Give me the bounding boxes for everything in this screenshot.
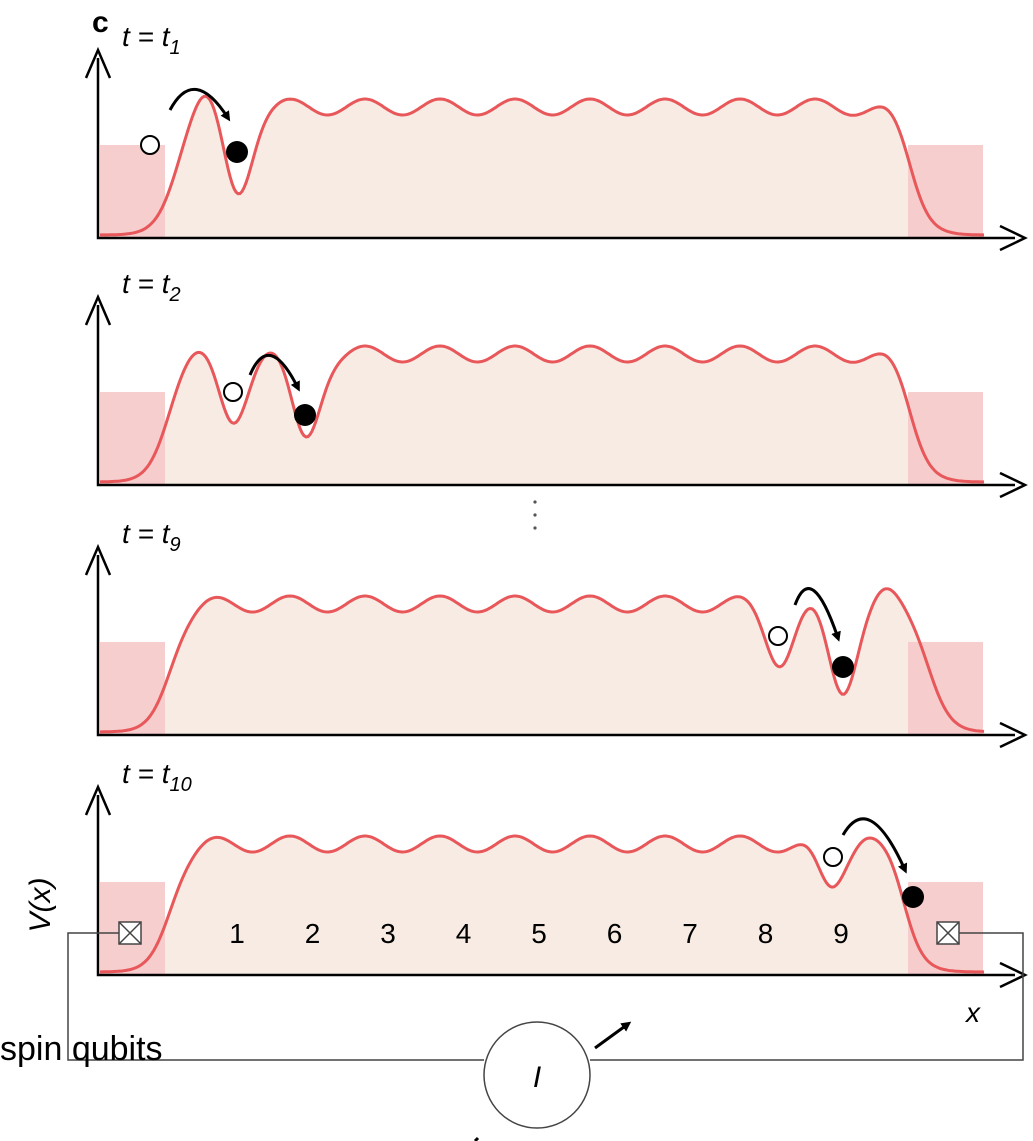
dot-number: 5 <box>531 918 547 949</box>
current-label: I <box>533 1061 541 1094</box>
panel: t = t9 <box>86 518 1025 747</box>
caption-fragment: spin qubits <box>0 1030 163 1068</box>
dot-number: 9 <box>833 918 849 949</box>
dot-number: 7 <box>682 918 698 949</box>
time-subscript: 9 <box>169 534 180 556</box>
time-label: t = t10 <box>122 758 192 796</box>
dot-number: 6 <box>607 918 623 949</box>
time-subscript: 10 <box>169 774 191 796</box>
time-text: t = t <box>122 518 171 549</box>
time-text: t = t <box>122 21 171 52</box>
panel: t = t2 <box>86 268 1025 497</box>
dot-number: 8 <box>758 918 774 949</box>
empty-dot <box>141 136 159 154</box>
electron <box>294 404 316 426</box>
empty-dot <box>224 383 242 401</box>
panels: t = t1t = t2t = t9t = t10 <box>86 21 1025 987</box>
potential-fill <box>100 96 985 238</box>
reservoir <box>100 642 165 735</box>
time-subscript: 2 <box>168 284 180 306</box>
dot-number: 1 <box>229 918 245 949</box>
time-text: t = t <box>122 758 171 789</box>
reservoir <box>100 392 165 485</box>
empty-dot <box>769 627 787 645</box>
empty-dot <box>824 848 842 866</box>
dot-number: 2 <box>305 918 321 949</box>
ellipsis <box>533 500 536 529</box>
panel: t = t1 <box>86 21 1025 250</box>
time-text: t = t <box>122 268 171 299</box>
electron <box>832 656 854 678</box>
time-label: t = t9 <box>122 518 181 556</box>
x-axis-label: x <box>964 997 981 1028</box>
panel-label: c <box>92 6 109 39</box>
reservoir <box>908 642 983 735</box>
y-axis-label: V(x) <box>24 878 57 933</box>
figure: c t = t1t = t2t = t9t = t10 V(x) x 12345… <box>0 0 1033 1141</box>
electron <box>226 141 248 163</box>
dot-number: 3 <box>380 918 396 949</box>
time-subscript: 1 <box>169 37 180 59</box>
potential-fill <box>100 346 985 485</box>
time-label: t = t2 <box>122 268 181 306</box>
panel: t = t10 <box>86 758 1025 987</box>
reservoir <box>100 145 165 238</box>
time-label: t = t1 <box>122 21 181 59</box>
dot-number: 4 <box>456 918 472 949</box>
electron <box>902 886 924 908</box>
